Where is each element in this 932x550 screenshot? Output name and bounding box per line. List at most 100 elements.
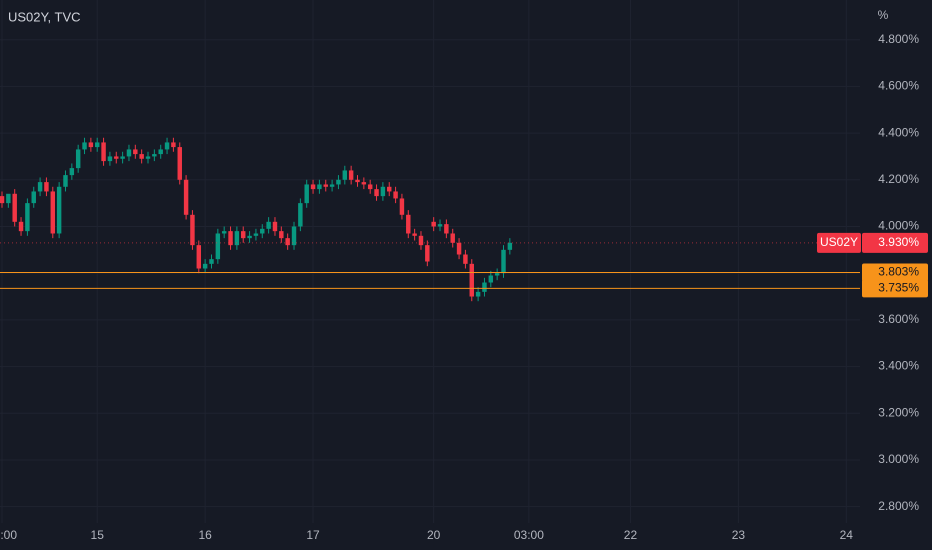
candle-body (367, 184, 373, 190)
candle-body (310, 184, 316, 190)
candle-body (260, 228, 265, 234)
candle-body (18, 221, 24, 232)
candle-body (25, 203, 30, 232)
candle-body (69, 168, 75, 176)
candle-body (95, 142, 100, 148)
candle-body (107, 156, 113, 162)
candle-body (317, 184, 322, 190)
candle-body (88, 142, 94, 148)
candle-body (501, 249, 506, 274)
candle-body (406, 214, 411, 234)
candle-body (12, 193, 17, 222)
y-unit: % (878, 8, 889, 22)
candle-body (456, 242, 462, 255)
last-price-tag (862, 232, 928, 253)
candle-body (463, 254, 468, 264)
candle-body (387, 186, 392, 192)
candle-body (494, 273, 500, 276)
level-tag (862, 279, 928, 298)
level-tag (862, 263, 928, 282)
candle-body (234, 231, 240, 246)
candle-body (114, 156, 119, 159)
last-price-label: 3.930% (878, 235, 919, 249)
candle-body (63, 175, 68, 187)
candle-body (44, 182, 49, 192)
last-price-name-tag (817, 232, 861, 253)
candle-body (183, 179, 189, 215)
x-tick-label: 24 (840, 528, 854, 542)
x-tick-label: 20 (427, 528, 441, 542)
level-label: 3.735% (878, 281, 919, 295)
y-tick-label: 4.600% (878, 79, 919, 93)
candle-body (323, 184, 328, 187)
candle-body (279, 231, 284, 239)
candle-body (304, 184, 309, 204)
candle-body (196, 245, 202, 269)
candle-body (336, 179, 341, 185)
x-tick-label: 03:00 (514, 528, 544, 542)
candle-body (228, 231, 233, 246)
candle-body (190, 214, 195, 246)
chart-title: US02Y, TVC (8, 9, 81, 24)
x-tick-label: 15 (91, 528, 105, 542)
y-tick-label: 3.600% (878, 312, 919, 326)
candle-body (374, 189, 379, 197)
y-tick-label: 4.400% (878, 125, 919, 139)
y-tick-label: 4.200% (878, 172, 919, 186)
candle-body (209, 259, 214, 264)
y-tick-label: 4.800% (878, 32, 919, 46)
candle-body (215, 233, 221, 260)
candle-body (348, 170, 354, 180)
candle-body (177, 147, 182, 180)
candle-body (272, 221, 278, 232)
x-tick-label: 22 (624, 528, 638, 542)
y-tick-label: 4.000% (878, 219, 919, 233)
candle-body (488, 275, 494, 283)
x-tick-label: 23 (732, 528, 746, 542)
candle-body (126, 149, 132, 157)
candle-body (171, 142, 176, 148)
candle-body (133, 149, 138, 155)
candle-body (412, 233, 417, 236)
candle-body (507, 242, 513, 250)
candle-body (298, 203, 303, 227)
candle-body (120, 156, 125, 159)
candle-body (37, 182, 43, 192)
candle-body (31, 191, 36, 204)
candle-body (56, 186, 62, 234)
candle-body (247, 235, 252, 239)
candle-body (241, 231, 246, 239)
candle-body (253, 233, 259, 236)
candle-body (425, 245, 430, 262)
candle-body (418, 235, 424, 246)
candle-body (0, 196, 5, 204)
x-tick-label: 16 (198, 528, 212, 542)
x-tick-label: 03:00 (0, 528, 17, 542)
candle-body (355, 179, 360, 183)
candle-body (437, 224, 443, 227)
y-tick-label: 3.000% (878, 452, 919, 466)
y-tick-label: 3.400% (878, 359, 919, 373)
candle-body (469, 263, 474, 297)
level-label: 3.803% (878, 265, 919, 279)
candle-body (431, 221, 436, 227)
last-price-name: US02Y (820, 235, 858, 249)
candle-body (342, 170, 348, 180)
candle-body (75, 149, 81, 169)
candle-body (393, 191, 398, 199)
candle-body (475, 291, 481, 297)
candle-body (285, 238, 290, 246)
candle-body (221, 231, 227, 234)
y-tick-label: 2.800% (878, 499, 919, 513)
candle-body (101, 142, 106, 162)
candle-body (158, 149, 163, 155)
candle-body (145, 156, 151, 159)
candle-body (399, 198, 405, 215)
candle-body (164, 142, 170, 150)
candle-body (380, 186, 386, 197)
candle-body (139, 154, 144, 159)
x-tick-label: 17 (306, 528, 320, 542)
y-tick-label: 3.200% (878, 405, 919, 419)
